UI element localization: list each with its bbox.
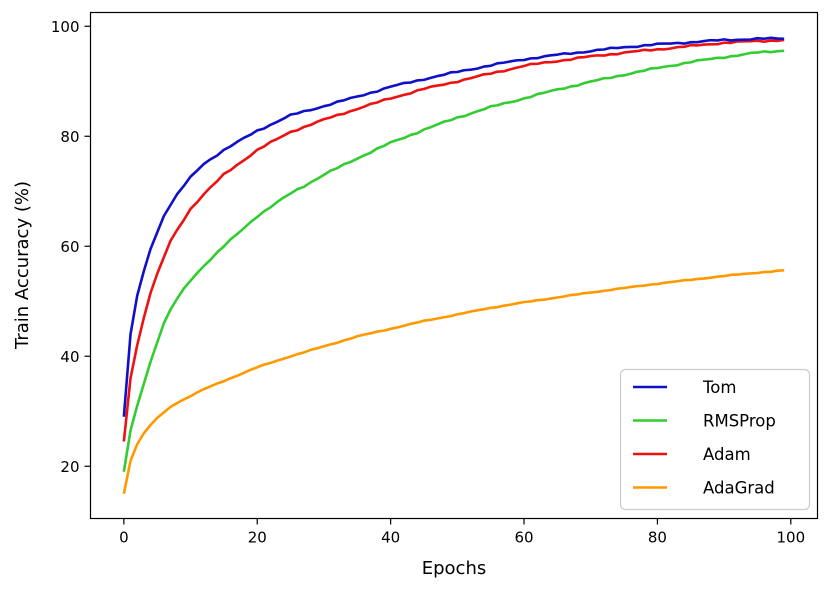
legend-label-adam: Adam xyxy=(703,445,751,464)
legend: Tom RMSProp Adam AdaGrad xyxy=(619,368,811,511)
x-tick-label: 100 xyxy=(777,529,806,547)
x-tick-label: 0 xyxy=(119,529,129,547)
series-line-adagrad xyxy=(122,268,785,495)
series-line-adam xyxy=(122,38,785,442)
y-tick-label: 20 xyxy=(60,458,79,476)
series-line-tom xyxy=(122,36,785,417)
x-tick-label: 60 xyxy=(514,529,533,547)
legend-label-adagrad: AdaGrad xyxy=(703,479,775,498)
x-tick-label: 20 xyxy=(248,529,267,547)
x-axis-label: Epochs xyxy=(422,558,487,579)
y-tick-label: 80 xyxy=(60,128,79,146)
y-tick-label: 60 xyxy=(60,238,79,256)
y-tick-label: 100 xyxy=(51,18,80,36)
plot-frame xyxy=(89,11,819,520)
x-tick-label: 40 xyxy=(381,529,400,547)
legend-label-rmsprop: RMSProp xyxy=(703,412,776,431)
y-axis: 20 40 60 80 100 xyxy=(51,18,91,476)
y-axis-label: Train Accuracy (%) xyxy=(12,181,33,350)
legend-box xyxy=(619,368,811,511)
series-line-rmsprop xyxy=(122,49,785,472)
x-axis: 0 20 40 60 80 100 xyxy=(119,518,806,547)
series-lines xyxy=(122,36,785,495)
legend-label-tom: Tom xyxy=(702,378,736,397)
x-tick-label: 80 xyxy=(648,529,667,547)
y-tick-label: 40 xyxy=(60,348,79,366)
